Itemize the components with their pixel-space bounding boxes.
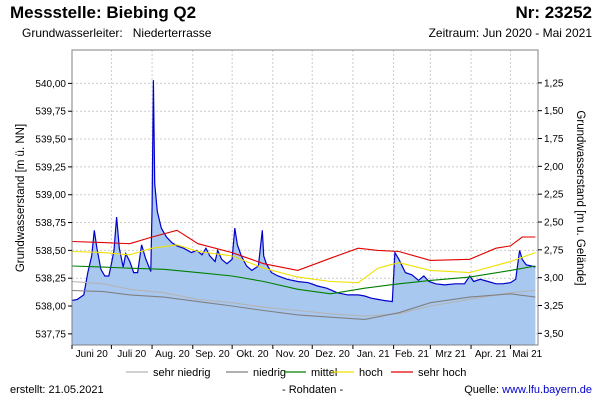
x-axis-ticks: Juni 20 Juli 20 Aug. 20 Sep. 20 Okt. 20 Nov. … [71, 345, 543, 360]
aquifer-label: Grundwasserleiter: [22, 26, 123, 40]
x-tick-label: Juni 20 [76, 349, 109, 360]
y-tick-label: 538,50 [35, 246, 66, 257]
y2-tick-label: 1,25 [544, 78, 564, 89]
x-tick-label: Aug. 20 [155, 349, 190, 360]
legend-label: mittel [311, 367, 337, 379]
series-sehr-niedrig-line [71, 280, 536, 317]
y2-axis-label: Grundwasserstand [m u. Gelände] [574, 110, 586, 285]
y2-tick-label: 2,75 [544, 245, 564, 256]
legend-label: sehr niedrig [153, 367, 210, 379]
legend: sehr niedrig niedrig mittel hoch sehr hoch [126, 367, 466, 379]
created-date: erstellt: 21.05.2021 [10, 384, 104, 396]
measured-fill [72, 80, 536, 345]
y-tick-label: 538,25 [35, 274, 66, 285]
y-tick-label: 539,25 [35, 162, 66, 173]
legend-label: hoch [359, 367, 383, 379]
y-tick-label: 539,00 [35, 190, 66, 201]
measured-area [71, 80, 536, 345]
y2-tick-label: 2,50 [544, 217, 564, 228]
x-tick-label: Nov. 20 [276, 349, 310, 360]
station-title: Messstelle: Biebing Q2 [10, 3, 197, 22]
x-tick-label: Sep. 20 [195, 349, 230, 360]
reference-lines [71, 229, 536, 320]
y2-tick-label: 3,00 [544, 273, 564, 284]
y2-tick-label: 1,75 [544, 134, 564, 145]
y2-axis-ticks: 1,25 1,50 1,75 2,00 2,25 2,50 2,75 3,00 3,25 3,50 [538, 78, 564, 340]
rawdata-note: - Rohdaten - [282, 384, 344, 396]
series-mittel-line [71, 265, 536, 295]
y2-tick-label: 2,25 [544, 190, 564, 201]
x-tick-label: Feb. 21 [395, 349, 429, 360]
y-tick-label: 540,00 [35, 79, 66, 90]
y-axis-label: Grundwasserstand [m ü. NN] [15, 124, 27, 272]
x-tick-label: Mrz 21 [435, 349, 466, 360]
series-niedrig-line [71, 289, 536, 320]
y-tick-label: 538,00 [35, 302, 66, 313]
y2-tick-label: 3,25 [544, 301, 564, 312]
x-tick-label: Okt. 20 [236, 349, 269, 360]
x-tick-label: Mai 21 [512, 349, 542, 360]
measured-line [71, 80, 536, 303]
legend-label: sehr hoch [418, 367, 466, 379]
y-axis-ticks: 537,75 538,00 538,25 538,50 538,75 539,00 539,… [35, 79, 72, 340]
aquifer-value: Niederterrasse [132, 26, 212, 40]
aquifer-info: Grundwasserleiter: Niederterrasse [22, 26, 211, 40]
x-tick-label: Apr. 21 [475, 349, 507, 360]
series-sehr-hoch-line [71, 229, 536, 271]
y-tick-label: 537,75 [35, 329, 66, 340]
x-tick-label: Dez. 20 [315, 349, 350, 360]
station-number: Nr: 23252 [515, 3, 592, 22]
y2-tick-label: 1,50 [544, 106, 564, 117]
y-tick-label: 538,75 [35, 218, 66, 229]
y2-tick-label: 2,00 [544, 162, 564, 173]
series-hoch-line [71, 244, 536, 284]
plot-frame [71, 49, 539, 346]
legend-label: niedrig [253, 367, 286, 379]
source-label: Quelle: [464, 384, 500, 396]
y2-tick-label: 3,50 [544, 329, 564, 340]
y-tick-label: 539,50 [35, 135, 66, 146]
source: Quelle: www.lfu.bayern.de [464, 384, 592, 396]
source-link[interactable]: www.lfu.bayern.de [502, 384, 592, 396]
x-tick-label: Jan. 21 [357, 349, 390, 360]
y-tick-label: 539,75 [35, 107, 66, 118]
x-tick-label: Juli 20 [117, 349, 146, 360]
period-label: Zeitraum: Jun 2020 - Mai 2021 [428, 26, 592, 40]
